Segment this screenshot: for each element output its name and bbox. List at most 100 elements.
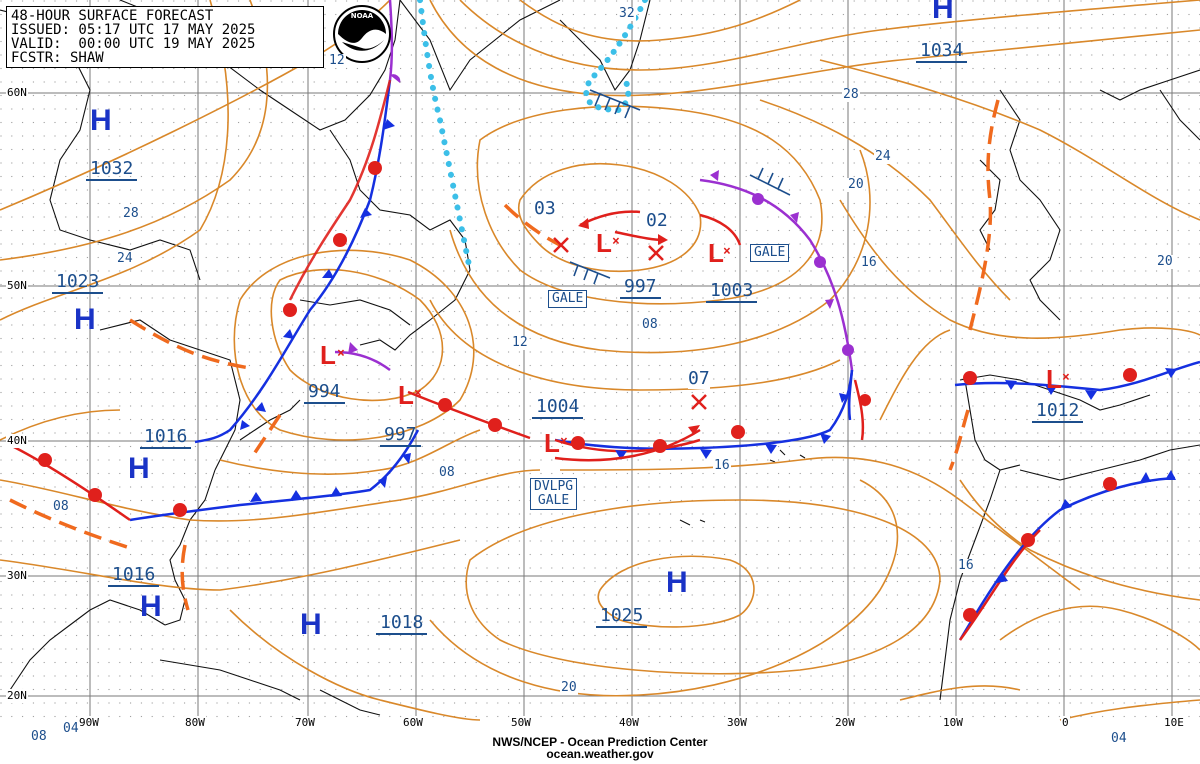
low-pressure-center: L — [1046, 364, 1062, 394]
cold-front-europe — [954, 360, 1200, 641]
isobar-label: 08 — [438, 465, 456, 480]
low-pressure-center: L — [544, 428, 560, 458]
warm-front-mid — [407, 390, 531, 440]
chart-footer: NWS/NCEP - Ocean Prediction Center ocean… — [440, 736, 760, 760]
high-pressure-value: 1016 — [140, 426, 192, 449]
lon-label-70w: 70W — [294, 716, 316, 730]
valid-time: VALID: 00:00 UTC 19 MAY 2025 — [11, 36, 256, 52]
noaa-logo: NOAA — [333, 5, 391, 63]
low-x-marker: × — [612, 234, 620, 249]
high-pressure-value: 1034 — [916, 40, 968, 63]
isobar-label: 20 — [1156, 254, 1174, 269]
high-pressure-value: 1018 — [376, 612, 428, 635]
isobar-label: 08 — [641, 317, 659, 332]
footer-source: NWS/NCEP - Ocean Prediction Center — [492, 735, 708, 749]
gale-warning-label: GALE — [548, 290, 588, 308]
dvlpg-line: DVLPG — [534, 479, 574, 494]
high-pressure-center: H — [300, 608, 322, 641]
high-pressure-center: H — [90, 104, 112, 137]
forecast-position-label: 02 — [646, 210, 668, 231]
isobar-label: 24 — [116, 251, 134, 266]
isobar-label: 12 — [511, 335, 529, 350]
lon-label-50w: 50W — [510, 716, 532, 730]
high-pressure-center: H — [932, 0, 954, 25]
low-pressure-value: 1003 — [706, 280, 758, 303]
lat-label-60n: 60N — [6, 86, 28, 100]
isobar-label: 08 — [30, 729, 48, 744]
occluded-front-east — [699, 170, 871, 441]
isobar-label: 28 — [842, 87, 860, 102]
troughs — [9, 99, 1000, 611]
isobar-label: 04 — [62, 721, 80, 736]
low-pressure-center: L — [320, 340, 336, 370]
low-pressure-value: 997 — [380, 424, 421, 447]
isobar-label: 28 — [122, 206, 140, 221]
footer-url: ocean.weather.gov — [546, 747, 654, 761]
gale-line: GALE — [537, 493, 570, 508]
forecast-position-label: 03 — [534, 198, 556, 219]
cold-front-labrador — [194, 0, 401, 444]
isobars — [0, 0, 1200, 721]
svg-text:NOAA: NOAA — [351, 12, 374, 20]
lon-label-40w: 40W — [618, 716, 640, 730]
lon-label-0: 0 — [1061, 716, 1070, 730]
isobar-label: 16 — [957, 558, 975, 573]
low-x-marker: × — [723, 244, 731, 259]
isobar-label: 16 — [860, 255, 878, 270]
lon-label-60w: 60W — [402, 716, 424, 730]
high-pressure-value: 1032 — [86, 158, 138, 181]
isobar-label: 16 — [713, 458, 731, 473]
isobar-label: 20 — [847, 177, 865, 192]
forecast-position-label: 07 — [688, 368, 710, 389]
high-pressure-center: H — [666, 566, 688, 599]
lat-label-50n: 50N — [6, 279, 28, 293]
low-pressure-value: 1012 — [1032, 400, 1084, 423]
chart-title: 48-HOUR SURFACE FORECAST — [11, 8, 214, 24]
high-pressure-center: H — [128, 452, 150, 485]
high-pressure-value: 1025 — [596, 605, 648, 628]
lat-label-20n: 20N — [6, 689, 28, 703]
lon-label-20w: 20W — [834, 716, 856, 730]
low-x-marker: × — [414, 386, 422, 401]
low-x-marker: × — [1062, 370, 1070, 385]
forecast-x-marks — [553, 237, 707, 410]
lon-label-30w: 30W — [726, 716, 748, 730]
low-pressure-value: 997 — [620, 276, 661, 299]
issued-time: ISSUED: 05:17 UTC 17 MAY 2025 — [11, 22, 256, 38]
low-x-marker: × — [560, 434, 568, 449]
low-pressure-value: 1004 — [532, 396, 584, 419]
low-x-marker: × — [337, 346, 345, 361]
front-developing-low — [554, 369, 854, 462]
chart-header: 48-HOUR SURFACE FORECAST ISSUED: 05:17 U… — [6, 6, 324, 68]
lat-label-40n: 40N — [6, 434, 28, 448]
gale-warning-label: GALE — [750, 244, 790, 262]
low-pressure-center: L — [596, 228, 612, 258]
lat-label-30n: 30N — [6, 569, 28, 583]
isobar-label: 24 — [874, 149, 892, 164]
ice-edge — [417, 0, 473, 273]
high-pressure-value: 1016 — [108, 564, 160, 587]
high-pressure-center: H — [74, 303, 96, 336]
low-pressure-value: 994 — [304, 381, 345, 404]
isobar-label: 32 — [618, 6, 636, 21]
occluded-front-994 — [334, 342, 391, 372]
high-pressure-center: H — [140, 590, 162, 623]
low-pressure-center: L — [708, 238, 724, 268]
low-pressure-center: L — [398, 380, 414, 410]
warm-front-west — [9, 443, 187, 522]
developing-gale-label: DVLPG GALE — [530, 478, 578, 510]
high-pressure-value: 1023 — [52, 271, 104, 294]
lon-label-80w: 80W — [184, 716, 206, 730]
isobar-label: 12 — [328, 53, 346, 68]
lon-label-10w: 10W — [942, 716, 964, 730]
isobar-label: 04 — [1110, 731, 1128, 746]
isobar-label: 20 — [560, 680, 578, 695]
forecaster: FCSTR: SHAW — [11, 50, 104, 66]
isobar-label: 08 — [52, 499, 70, 514]
lon-label-90w: 90W — [78, 716, 100, 730]
lat-lon-grid — [0, 0, 1200, 720]
lon-label-10e: 10E — [1163, 716, 1185, 730]
wind-barbs — [569, 89, 791, 285]
